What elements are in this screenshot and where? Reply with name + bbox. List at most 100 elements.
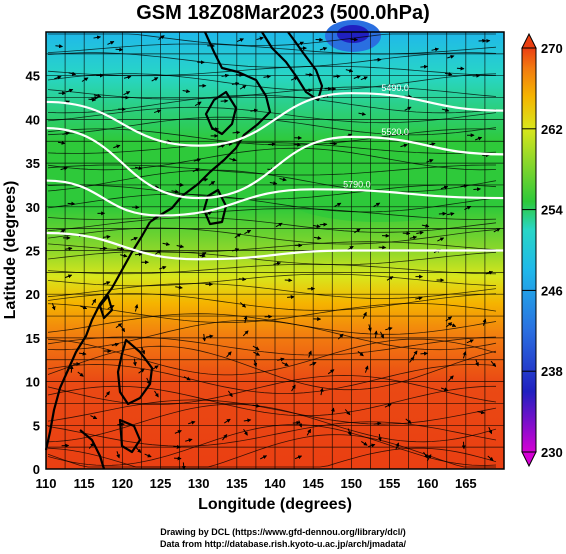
wind-arrow <box>275 222 283 228</box>
streamline <box>47 263 497 275</box>
wind-arrow <box>461 441 466 450</box>
wind-arrow <box>287 295 295 300</box>
contour-line <box>45 127 505 200</box>
streamline <box>47 116 497 136</box>
wind-arrow <box>473 187 482 192</box>
wind-arrow <box>298 420 303 428</box>
wind-arrow <box>490 360 497 368</box>
streamline <box>47 273 497 287</box>
wind-arrow <box>250 108 259 113</box>
y-axis-title: Latitude (degrees) <box>2 181 19 320</box>
wind-arrow <box>144 453 152 458</box>
wind-arrow <box>260 455 268 460</box>
wind-streamlines <box>47 33 501 471</box>
wind-arrow <box>130 236 138 241</box>
wind-arrow <box>306 428 312 436</box>
wind-arrow <box>482 38 491 43</box>
colorbar: 270 262 254 246 238 230 <box>521 32 563 468</box>
wind-arrow <box>334 202 342 207</box>
wind-arrow <box>354 228 361 234</box>
streamline <box>47 385 497 417</box>
x-tick-label: 130 <box>188 476 210 491</box>
wind-arrow <box>81 77 89 82</box>
wind-arrow <box>154 390 159 398</box>
wind-arrow <box>181 462 186 471</box>
colorbar-bottom-arrow <box>521 451 537 468</box>
wind-arrow <box>55 44 64 49</box>
wind-arrow <box>182 89 191 94</box>
wind-arrow <box>208 180 216 186</box>
wind-arrow <box>66 88 74 93</box>
wind-arrow <box>400 143 408 148</box>
y-tick-label: 10 <box>26 375 40 390</box>
wind-arrow <box>440 185 449 190</box>
wind-arrow <box>319 387 324 396</box>
wind-arrow <box>327 369 335 375</box>
x-tick-label: 160 <box>417 476 439 491</box>
wind-arrow <box>243 315 248 324</box>
wind-arrow <box>68 71 77 76</box>
wind-arrow <box>132 358 137 367</box>
x-axis-title: Longitude (degrees) <box>198 496 352 513</box>
streamline <box>48 33 496 46</box>
wind-arrow <box>141 347 146 355</box>
wind-arrow <box>423 451 428 459</box>
streamline <box>47 336 497 356</box>
wind-arrow <box>409 235 418 240</box>
wind-arrow <box>384 403 392 408</box>
wind-arrow <box>344 409 351 416</box>
wind-arrow <box>244 229 252 235</box>
wind-arrow <box>445 316 453 322</box>
wind-arrow <box>404 106 412 111</box>
wind-arrow <box>448 375 454 382</box>
streamline <box>47 147 497 171</box>
streamline <box>47 424 497 466</box>
wind-arrow <box>202 333 207 342</box>
wind-arrow <box>103 234 111 239</box>
wind-arrow <box>159 265 167 270</box>
wind-arrow <box>243 418 252 423</box>
wind-arrow <box>93 35 102 40</box>
wind-arrow <box>162 242 171 246</box>
wind-arrow <box>438 211 447 216</box>
wind-arrow <box>238 277 247 282</box>
streamline <box>47 164 496 176</box>
wind-arrow <box>263 74 272 79</box>
wind-arrow <box>277 357 285 362</box>
x-tick-label: 150 <box>340 476 362 491</box>
wind-arrow <box>347 428 352 436</box>
wind-arrow <box>292 420 301 425</box>
wind-arrow <box>488 426 493 435</box>
wind-arrow <box>447 212 455 216</box>
wind-arrow <box>256 36 264 41</box>
streamline <box>47 319 497 351</box>
streamline <box>47 184 497 200</box>
y-tick-label: 30 <box>26 200 40 215</box>
wind-arrow <box>224 418 231 424</box>
wind-arrow <box>239 302 246 308</box>
wind-arrow <box>107 41 115 45</box>
y-tick-label: 20 <box>26 287 40 302</box>
wind-arrow <box>404 94 413 99</box>
colorbar-tick-label: 270 <box>541 41 563 56</box>
wind-arrow <box>252 345 260 351</box>
colorbar-ticks: 270 262 254 246 238 230 <box>522 41 563 460</box>
wind-arrow <box>357 350 364 357</box>
wind-arrow <box>194 101 202 107</box>
streamline <box>47 52 497 68</box>
wind-arrow <box>353 75 361 79</box>
streamline <box>47 364 497 394</box>
wind-arrow <box>273 261 282 266</box>
streamline <box>47 169 497 193</box>
wind-arrow <box>54 75 62 80</box>
height-contours: 5490.0 5520.0 5790.0 <box>45 83 505 261</box>
wind-arrow <box>115 323 123 329</box>
colorbar-tick-label: 238 <box>541 364 563 379</box>
wind-arrow <box>373 202 381 207</box>
wind-arrow <box>253 351 261 356</box>
streamline <box>47 293 497 311</box>
wind-arrow <box>153 109 162 114</box>
wind-arrow <box>135 447 142 453</box>
y-tick-label: 0 <box>33 462 40 477</box>
streamline <box>47 303 497 323</box>
